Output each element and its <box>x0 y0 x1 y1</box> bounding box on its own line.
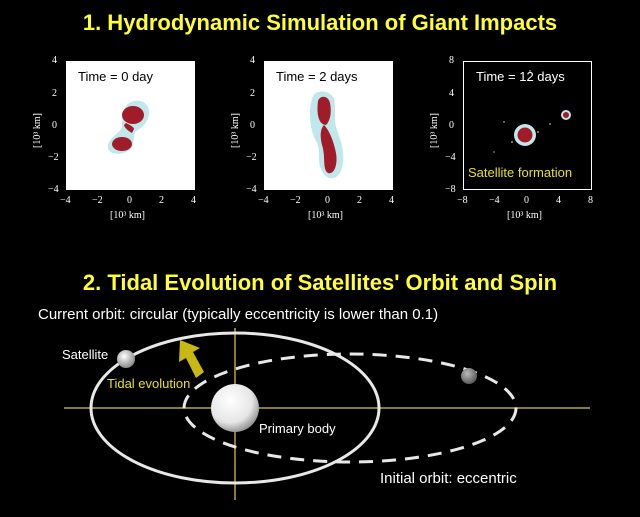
y-tick: −4 <box>48 184 59 195</box>
y-tick: 8 <box>449 55 454 66</box>
debris-dot <box>511 141 513 143</box>
x-tick: 0 <box>325 195 330 206</box>
y-axis-label: [10³ km] <box>230 113 241 148</box>
x-axis-label: [10³ km] <box>507 210 542 221</box>
initial-satellite <box>461 368 477 384</box>
y-tick: −2 <box>48 152 59 163</box>
x-tick: 2 <box>357 195 362 206</box>
y-axis-label: [10³ km] <box>32 113 43 148</box>
core-tail <box>320 125 337 174</box>
x-tick: 8 <box>588 195 593 206</box>
plot-area <box>264 61 393 190</box>
x-tick: 4 <box>191 195 196 206</box>
core-blob <box>317 96 331 125</box>
satellite-formation-label: Satellite formation <box>468 165 573 180</box>
y-tick: 2 <box>52 88 57 99</box>
x-tick: 0 <box>127 195 132 206</box>
section-1-title: 1. Hydrodynamic Simulation of Giant Impa… <box>82 10 558 35</box>
tidal-evolution-label: Tidal evolution <box>107 376 191 391</box>
x-tick: −4 <box>489 195 500 206</box>
debris-dot <box>537 131 539 133</box>
initial-orbit <box>182 352 518 464</box>
satellite-core <box>563 112 569 118</box>
time-label: Time = 12 days <box>476 69 565 84</box>
y-tick: −8 <box>445 184 456 195</box>
core-tail <box>124 123 134 133</box>
core-blob <box>122 106 144 124</box>
current-orbit <box>89 331 381 485</box>
debris-dot <box>549 123 551 125</box>
y-axis-label: [10³ km] <box>429 113 440 148</box>
debris-dot <box>503 121 505 123</box>
y-tick: 2 <box>250 88 255 99</box>
satellite-label: Satellite <box>62 347 109 362</box>
debris-dot <box>529 70 531 72</box>
x-tick: 4 <box>556 195 561 206</box>
x-axis-label: [10³ km] <box>308 210 343 221</box>
y-tick: −4 <box>246 184 257 195</box>
orbit-diagram <box>64 328 590 500</box>
core-blob <box>517 127 533 143</box>
initial-orbit-text: Initial orbit: eccentric <box>380 470 517 487</box>
density-plot <box>309 91 344 179</box>
core-blob <box>112 137 132 151</box>
tidal-arrow <box>179 340 204 378</box>
x-tick: 2 <box>159 195 164 206</box>
time-label: Time = 2 days <box>276 69 358 84</box>
satellite <box>117 350 135 368</box>
x-tick: −4 <box>258 195 269 206</box>
y-tick: 4 <box>52 55 57 66</box>
x-tick: 4 <box>389 195 394 206</box>
x-tick: 0 <box>524 195 529 206</box>
current-orbit-text: Current orbit: circular (typically eccen… <box>38 306 439 323</box>
density-plot <box>493 70 571 153</box>
primary-body-label: Primary body <box>259 421 336 436</box>
y-tick: −2 <box>246 152 257 163</box>
primary-body <box>211 384 259 432</box>
density-plot <box>107 100 150 154</box>
x-tick: −2 <box>92 195 103 206</box>
y-tick: −4 <box>445 152 456 163</box>
y-tick: 0 <box>250 120 255 131</box>
section-2-title: 2. Tidal Evolution of Satellites' Orbit … <box>82 270 558 295</box>
x-tick: −2 <box>290 195 301 206</box>
x-tick: −8 <box>457 195 468 206</box>
plot-area <box>463 61 592 190</box>
debris-dot <box>493 151 495 153</box>
x-axis-label: [10³ km] <box>110 210 145 221</box>
y-tick: 0 <box>449 120 454 131</box>
y-tick: 0 <box>52 120 57 131</box>
y-tick: 4 <box>250 55 255 66</box>
y-tick: 4 <box>449 88 454 99</box>
plot-area <box>66 61 195 190</box>
x-tick: −4 <box>60 195 71 206</box>
time-label: Time = 0 day <box>78 69 154 84</box>
